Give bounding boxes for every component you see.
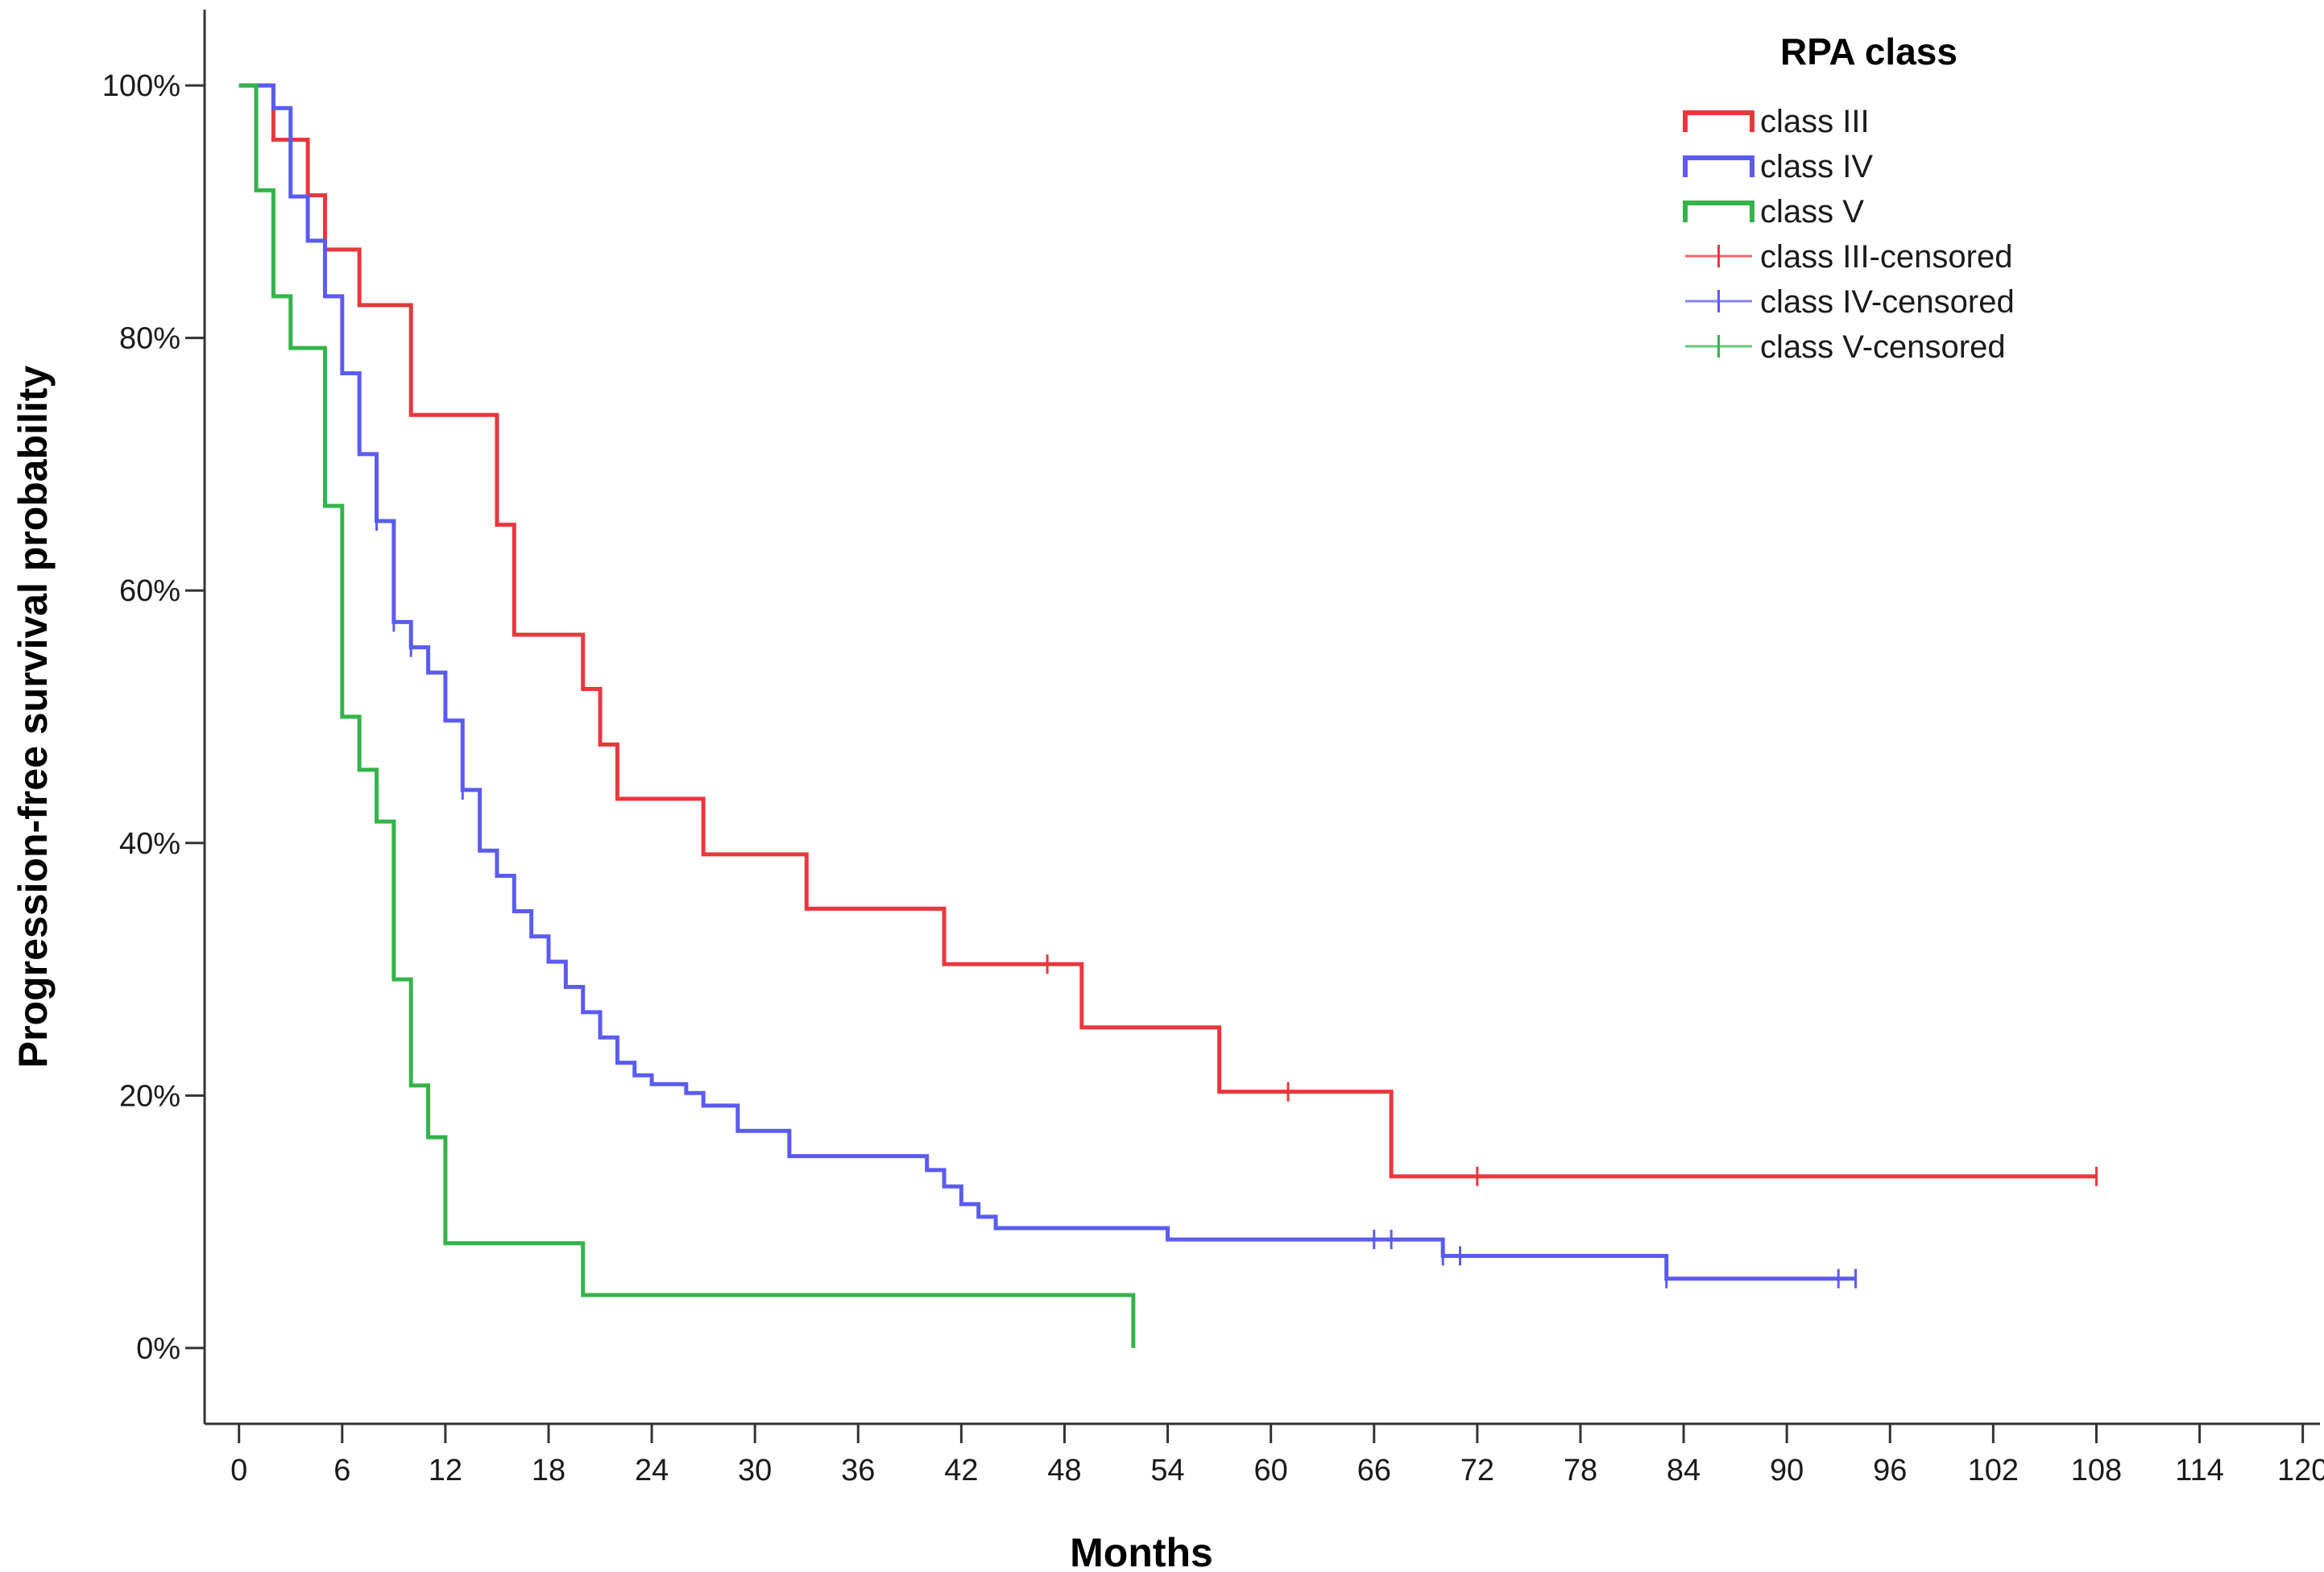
y-tick-label: 0% [136, 1332, 180, 1366]
y-tick-label: 20% [119, 1079, 180, 1113]
legend-item: class IV [1683, 149, 1873, 184]
x-tick-label: 6 [333, 1454, 350, 1487]
x-tick-label: 12 [429, 1454, 462, 1487]
legend-label: class III-censored [1760, 239, 2012, 275]
x-tick-label: 0 [230, 1454, 247, 1487]
x-tick-label: 18 [532, 1454, 565, 1487]
survival-curve [238, 83, 2097, 1179]
x-tick-label: 78 [1564, 1454, 1597, 1487]
x-tick-label: 66 [1357, 1454, 1391, 1487]
x-tick-label: 90 [1770, 1454, 1804, 1487]
legend-title: RPA class [1780, 31, 1957, 72]
series-class-v [238, 83, 1136, 1348]
x-tick-label: 54 [1150, 1454, 1184, 1487]
survival-curve [238, 83, 1856, 1281]
legend-item: class IV-censored [1685, 284, 2015, 320]
x-tick-label: 72 [1460, 1454, 1494, 1487]
x-tick-label: 36 [841, 1454, 875, 1487]
x-tick-label: 24 [635, 1454, 669, 1487]
x-tick-label: 108 [2071, 1454, 2122, 1487]
legend-label: class IV [1760, 149, 1873, 184]
x-tick-label: 48 [1047, 1454, 1081, 1487]
x-tick-label: 96 [1873, 1454, 1907, 1487]
x-ticks: 0 6 12 18 24 30 36 42 48 54 60 66 72 78 84 90 96 102 108 11… [230, 1424, 2324, 1487]
x-axis-title: Months [1070, 1530, 1213, 1572]
legend-label: class III [1760, 104, 1870, 139]
legend-swatch [1683, 155, 1754, 177]
series-layer [238, 83, 2098, 1348]
series-class-iii [238, 83, 2098, 1186]
series-class-iv [238, 83, 1858, 1289]
legend-item: class III-censored [1685, 239, 2012, 275]
x-tick-label: 84 [1667, 1454, 1701, 1487]
legend-label: class V [1760, 194, 1864, 230]
axes [203, 10, 2320, 1425]
survival-curve [238, 83, 1136, 1348]
legend-item: class III [1683, 104, 1870, 139]
legend-item: class V-censored [1685, 329, 2006, 365]
x-tick-label: 102 [1968, 1454, 2019, 1487]
legend-item: class V [1683, 194, 1864, 230]
legend-label: class V-censored [1760, 329, 2006, 365]
y-axis-title: Progression-free survival probability [10, 366, 56, 1069]
legend-swatch [1683, 110, 1754, 132]
legend-swatch [1683, 201, 1754, 222]
y-ticks: 0% 20% 40% 60% 80% 100% [102, 69, 205, 1366]
y-tick-label: 60% [119, 574, 180, 608]
x-tick-label: 30 [738, 1454, 772, 1487]
legend: RPA class class III class IV class V class … [1683, 31, 2015, 365]
x-tick-label: 60 [1254, 1454, 1288, 1487]
y-tick-label: 80% [119, 322, 180, 356]
y-tick-label: 40% [119, 827, 180, 861]
x-tick-label: 120 [2277, 1454, 2324, 1487]
x-tick-label: 42 [944, 1454, 978, 1487]
legend-label: class IV-censored [1760, 284, 2015, 320]
x-tick-label: 114 [2175, 1454, 2224, 1487]
y-tick-label: 100% [102, 69, 180, 103]
